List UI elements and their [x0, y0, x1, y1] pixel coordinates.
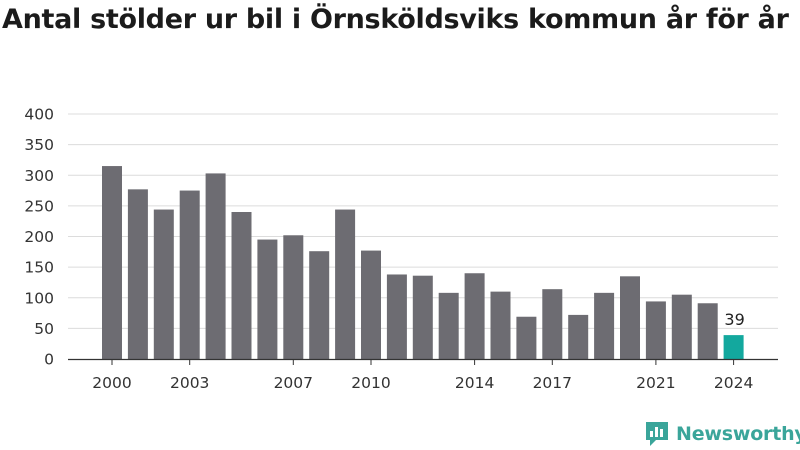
y-tick-label: 150 [24, 259, 54, 277]
bar-2008 [309, 251, 330, 359]
y-axis-ticks: 0 50 100 150 200 250 300 350 400 [24, 106, 54, 369]
bar-2007 [283, 235, 304, 359]
bar-2013 [438, 292, 459, 359]
x-tick-label: 2017 [533, 374, 572, 392]
x-tick-label: 2010 [351, 374, 390, 392]
bar-2002 [153, 209, 174, 359]
bar-2006 [257, 239, 278, 359]
y-tick-label: 100 [24, 289, 54, 307]
bar-2010 [361, 250, 381, 359]
bar-2019 [594, 292, 615, 359]
bar-2001 [127, 189, 148, 359]
chart-title: Antal stölder ur bil i Örnsköldsviks kom… [2, 4, 789, 35]
newsworthy-logo-icon [646, 422, 668, 446]
bar-2018 [568, 314, 589, 359]
bars [102, 166, 744, 359]
bar-2017 [542, 289, 563, 359]
x-axis-ticks: 2000 2003 2007 2010 2014 2017 2021 2024 [92, 359, 753, 392]
y-tick-label: 350 [24, 136, 54, 154]
bar-2003 [179, 190, 200, 359]
bar-2012 [412, 275, 433, 359]
y-tick-label: 200 [24, 228, 54, 246]
y-tick-label: 250 [24, 197, 54, 215]
x-tick-label: 2000 [92, 374, 131, 392]
x-tick-label: 2003 [170, 374, 209, 392]
y-tick-label: 300 [24, 167, 54, 185]
bar-2009 [335, 209, 356, 359]
data-label: 39 [724, 310, 744, 329]
y-tick-label: 50 [34, 320, 54, 338]
bar-2014 [464, 273, 485, 359]
bar-2015 [490, 291, 511, 359]
bar-2020 [620, 276, 640, 359]
brand-name: Newsworthy [676, 423, 800, 445]
newsworthy-logo: Newsworthy [644, 420, 800, 448]
bar-2021 [645, 301, 666, 359]
bar-2000 [102, 166, 122, 359]
bar-2023 [697, 303, 718, 359]
x-tick-label: 2007 [274, 374, 313, 392]
bar-2024 [723, 335, 744, 359]
bar-2004 [205, 173, 226, 359]
bar-2022 [671, 294, 692, 359]
y-tick-label: 400 [24, 106, 54, 124]
bar-2011 [386, 274, 407, 359]
bar-2016 [516, 316, 537, 359]
x-tick-label: 2024 [714, 374, 753, 392]
y-tick-label: 0 [44, 351, 54, 369]
x-tick-label: 2014 [455, 374, 494, 392]
bar-2005 [231, 212, 252, 359]
x-tick-label: 2021 [636, 374, 675, 392]
data-labels: 39 [724, 310, 744, 329]
